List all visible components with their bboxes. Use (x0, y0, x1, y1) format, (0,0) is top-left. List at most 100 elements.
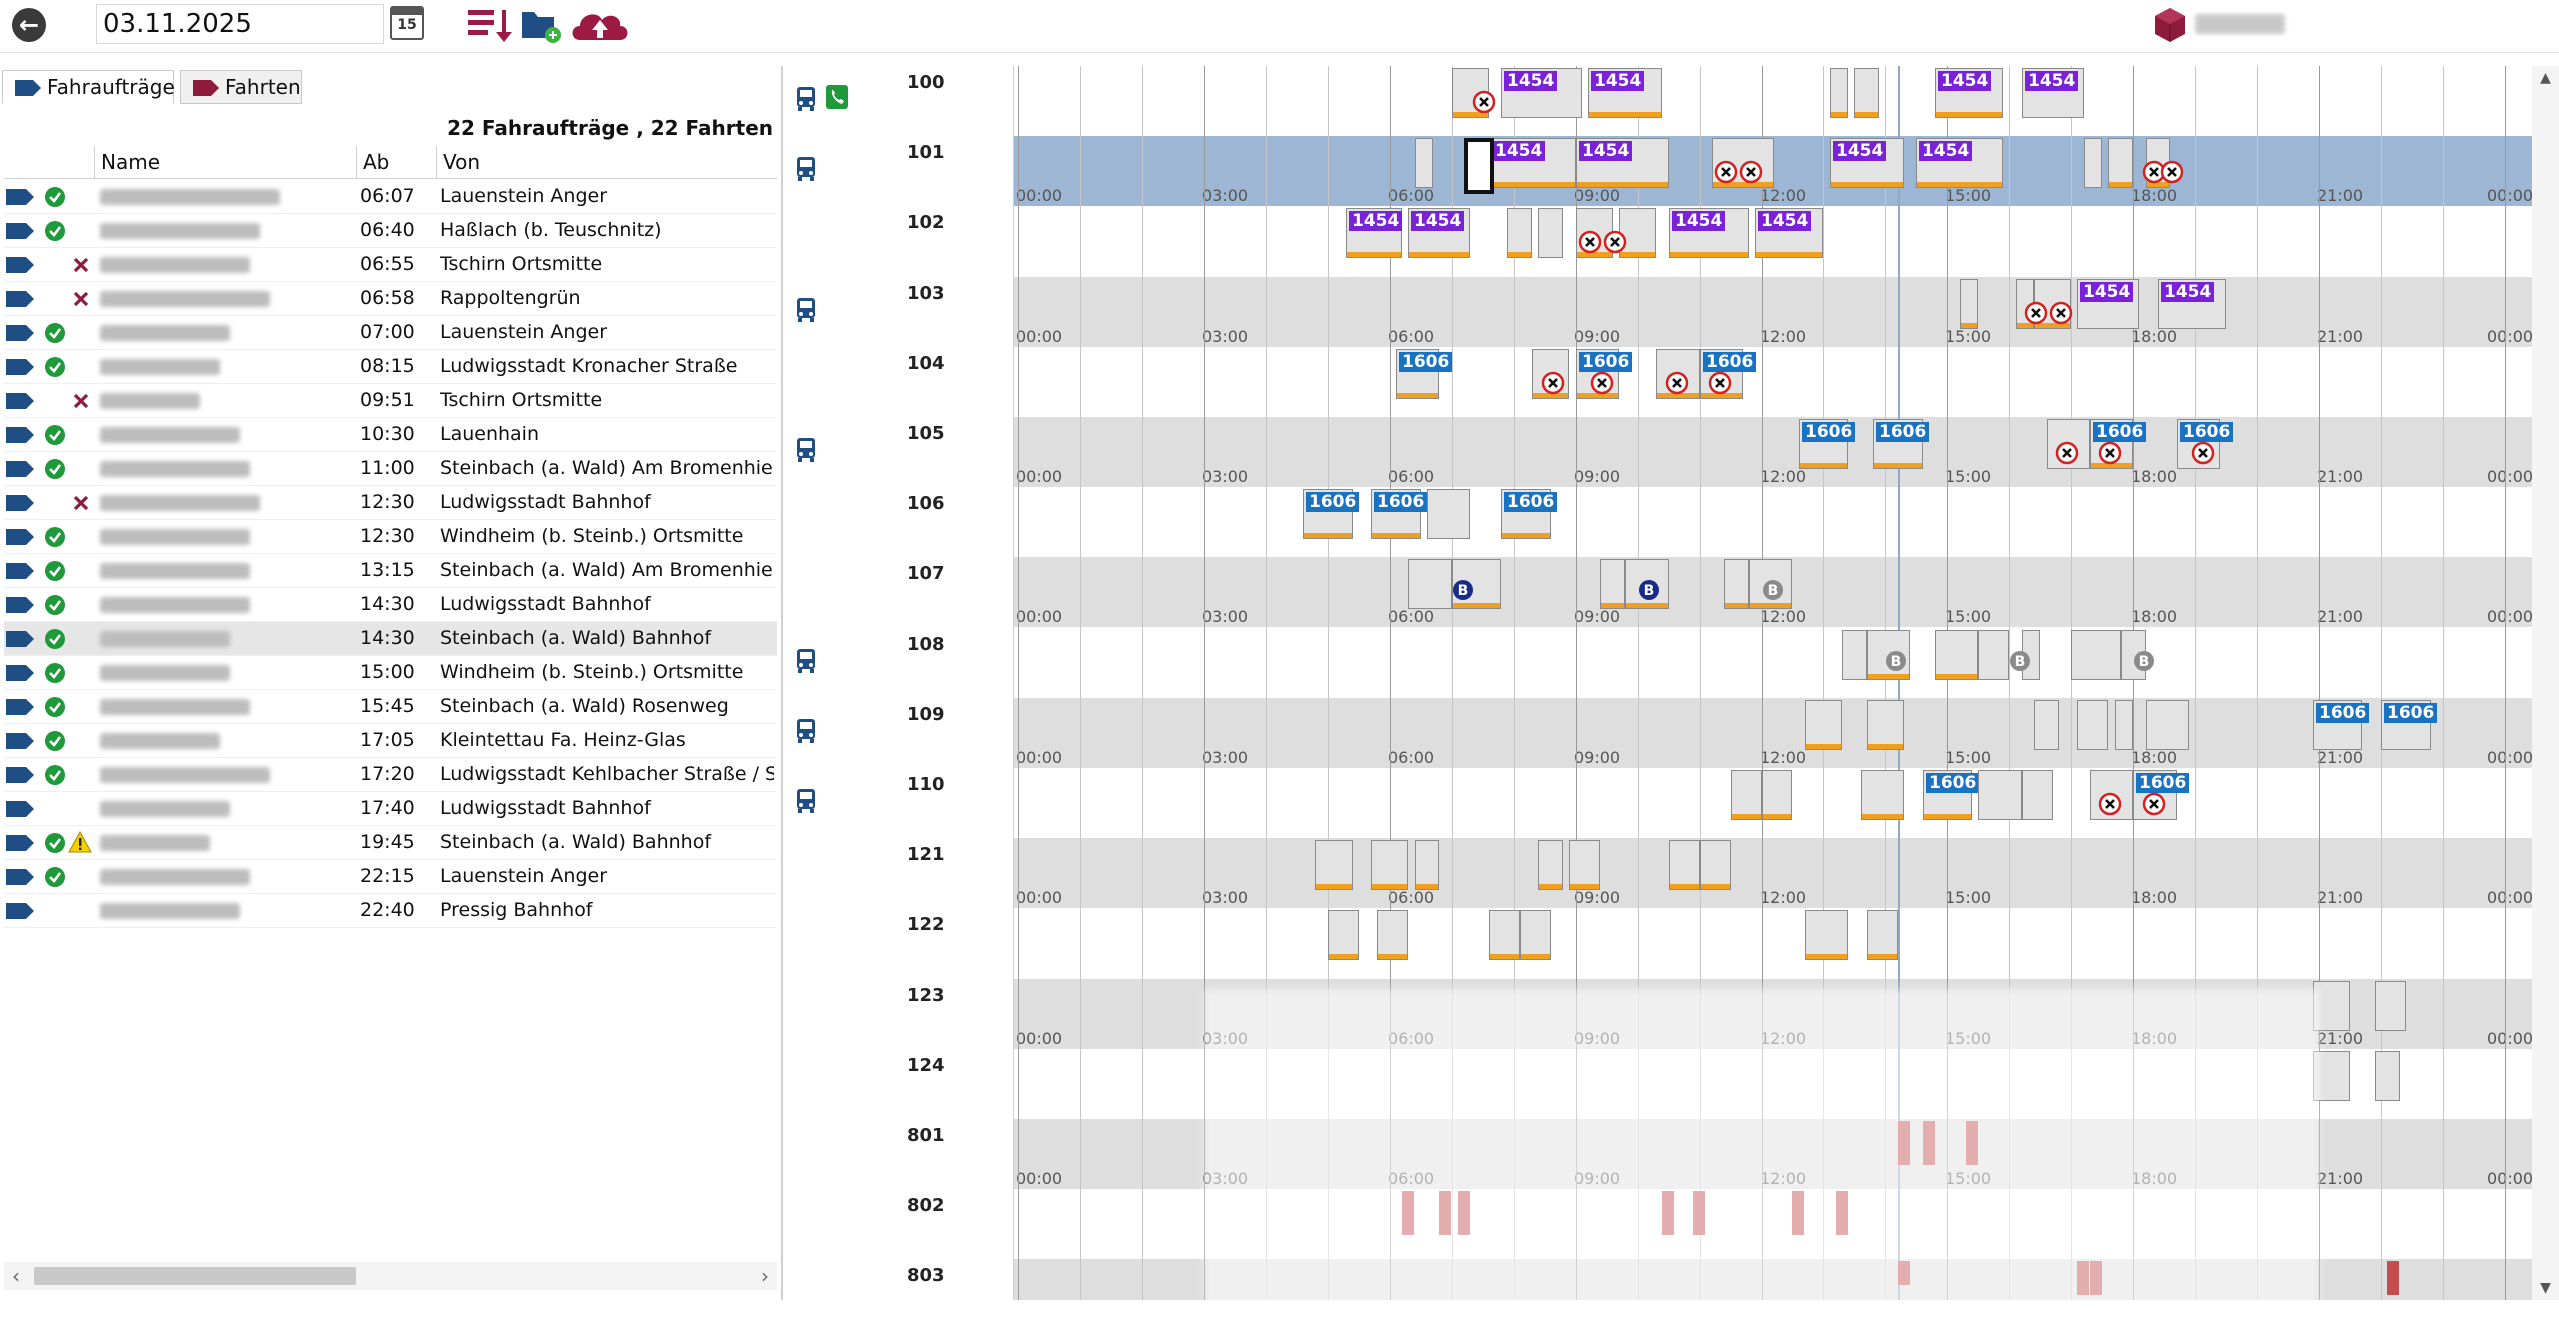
calendar-icon[interactable]: 15 (390, 6, 424, 40)
table-row[interactable]: 17:40 Ludwigsstadt Bahnhof (4, 792, 777, 826)
trip-block[interactable] (1315, 840, 1353, 891)
cancelled-icon[interactable] (1472, 90, 1496, 114)
table-row[interactable]: 12:30 Windheim (b. Steinb.) Ortsmitte (4, 520, 777, 554)
trip-block[interactable] (1538, 208, 1563, 259)
vehicle-row[interactable]: 122 (783, 908, 945, 978)
trip-block[interactable]: 1454 (1935, 68, 2003, 118)
trip-block[interactable] (1978, 770, 2022, 820)
trip-block[interactable] (2375, 1050, 2400, 1101)
trip-block[interactable] (1371, 840, 1408, 891)
trip-block[interactable]: 1454 (1916, 138, 2003, 189)
trip-block[interactable] (1427, 489, 1470, 540)
trip-block[interactable] (1408, 559, 1452, 610)
table-row[interactable]: 08:15 Ludwigsstadt Kronacher Straße (4, 350, 777, 384)
trip-block[interactable]: 1606 (2381, 699, 2438, 750)
table-row[interactable]: 09:51 Tschirn Ortsmitte (4, 384, 777, 418)
cancelled-icon[interactable] (2142, 792, 2166, 816)
cancelled-icon[interactable] (1578, 230, 1602, 254)
col-name[interactable]: Name (94, 146, 356, 178)
booking-b-icon[interactable]: B (2009, 650, 2031, 672)
trip-block[interactable] (1600, 559, 1625, 610)
gantt-lane[interactable] (1014, 628, 2533, 698)
table-row[interactable]: 07:00 Lauenstein Anger (4, 316, 777, 350)
cancelled-icon[interactable] (1590, 371, 1614, 395)
table-row[interactable]: 22:40 Pressig Bahnhof (4, 894, 777, 928)
table-row[interactable]: 19:45 Steinbach (a. Wald) Bahnhof (4, 826, 777, 860)
table-row[interactable]: 13:15 Steinbach (a. Wald) Am Bromenhieb (4, 554, 777, 588)
vehicle-row[interactable]: 802 (783, 1189, 945, 1259)
table-row[interactable]: 22:15 Lauenstein Anger (4, 860, 777, 894)
trip-block[interactable] (1569, 840, 1600, 891)
table-row[interactable]: 14:30 Ludwigsstadt Bahnhof (4, 588, 777, 622)
date-input[interactable] (96, 4, 384, 44)
trip-block[interactable] (2375, 980, 2406, 1031)
cancelled-icon[interactable] (1541, 371, 1565, 395)
trip-block[interactable] (1842, 629, 1867, 680)
tab-fahrten[interactable]: Fahrten (180, 70, 302, 104)
trip-block[interactable]: 1606 (1303, 489, 1360, 540)
trip-block[interactable] (1867, 699, 1904, 750)
table-row[interactable]: 10:30 Lauenhain (4, 418, 777, 452)
trip-block[interactable]: 1454 (1346, 208, 1403, 259)
trip-block[interactable]: 1454 (1501, 68, 1582, 118)
trip-block[interactable] (1960, 278, 1978, 329)
trip-block[interactable] (1377, 910, 1408, 961)
trip-block[interactable] (1867, 910, 1898, 961)
cancelled-icon[interactable] (2098, 792, 2122, 816)
trip-block[interactable]: 1454 (2158, 278, 2226, 329)
table-row[interactable]: 15:45 Steinbach (a. Wald) Rosenweg (4, 690, 777, 724)
trip-block[interactable] (2108, 138, 2133, 189)
vehicle-row[interactable]: 104 (783, 347, 945, 417)
trip-block[interactable] (1700, 840, 1731, 891)
tab-fahrauftraege[interactable]: Fahraufträge (2, 70, 175, 104)
trip-block[interactable] (1762, 770, 1792, 820)
trip-block[interactable] (1978, 629, 2009, 680)
trip-block[interactable] (2115, 699, 2133, 750)
booking-b-icon[interactable]: B (1452, 579, 1474, 601)
vehicle-row[interactable]: 100 (783, 66, 945, 136)
table-row[interactable]: 06:55 Tschirn Ortsmitte (4, 248, 777, 282)
vehicle-row[interactable]: 124 (783, 1049, 945, 1119)
trip-block[interactable]: 1454 (2077, 278, 2139, 329)
cancelled-icon[interactable] (2191, 441, 2215, 465)
gantt-lane[interactable]: 00:00 03:00 06:00 09:00 12:00 15:00 18:00 21:00… (1014, 276, 2533, 347)
scroll-thumb[interactable] (34, 1267, 356, 1285)
trip-block[interactable] (1538, 840, 1563, 891)
gantt-lane[interactable]: 00:00 03:00 06:00 09:00 12:00 15:00 18:00 21:00… (1014, 838, 2533, 909)
vehicle-row[interactable]: 801 (783, 1119, 945, 1189)
cancelled-icon[interactable] (1708, 371, 1732, 395)
trip-block[interactable] (1520, 910, 1551, 961)
vehicle-row[interactable]: 106 (783, 487, 945, 557)
trip-block[interactable]: 1454 (2022, 68, 2084, 118)
new-folder-icon[interactable] (520, 6, 562, 44)
trip-block[interactable] (1489, 910, 1520, 961)
trip-block[interactable] (1805, 910, 1848, 961)
cancelled-icon[interactable] (1714, 160, 1738, 184)
cloud-upload-icon[interactable] (570, 6, 630, 44)
trip-block[interactable] (1724, 559, 1749, 610)
table-row[interactable]: 06:07 Lauenstein Anger (4, 180, 777, 214)
sort-list-icon[interactable] (466, 6, 512, 44)
scroll-right-icon[interactable]: › (761, 1264, 769, 1288)
booking-b-icon[interactable]: B (1762, 579, 1784, 601)
cancelled-icon[interactable] (1739, 160, 1763, 184)
table-row[interactable]: 06:58 Rappoltengrün (4, 282, 777, 316)
selected-trip-block[interactable] (1464, 138, 1494, 195)
vehicle-row[interactable]: 121 (783, 838, 945, 908)
booking-b-icon[interactable]: B (1885, 650, 1907, 672)
trip-block[interactable] (2313, 980, 2350, 1031)
trip-block[interactable]: 1606 (1799, 419, 1856, 469)
trip-block[interactable]: 1606 (1371, 489, 1428, 540)
trip-block[interactable]: 1454 (1830, 138, 1904, 189)
vehicle-row[interactable]: 103 (783, 277, 945, 347)
gantt-lane[interactable] (1014, 66, 2533, 136)
horizontal-scrollbar[interactable]: ‹ › (4, 1262, 777, 1290)
trip-block[interactable] (1415, 138, 1433, 189)
trip-block[interactable] (2146, 699, 2189, 750)
scroll-down-icon[interactable]: ▼ (2540, 1280, 2551, 1296)
cancelled-icon[interactable] (2055, 441, 2079, 465)
vehicle-row[interactable]: 110 (783, 768, 945, 838)
cancelled-icon[interactable] (2098, 441, 2122, 465)
trip-block[interactable] (1669, 840, 1700, 891)
booking-b-icon[interactable]: B (2133, 650, 2155, 672)
